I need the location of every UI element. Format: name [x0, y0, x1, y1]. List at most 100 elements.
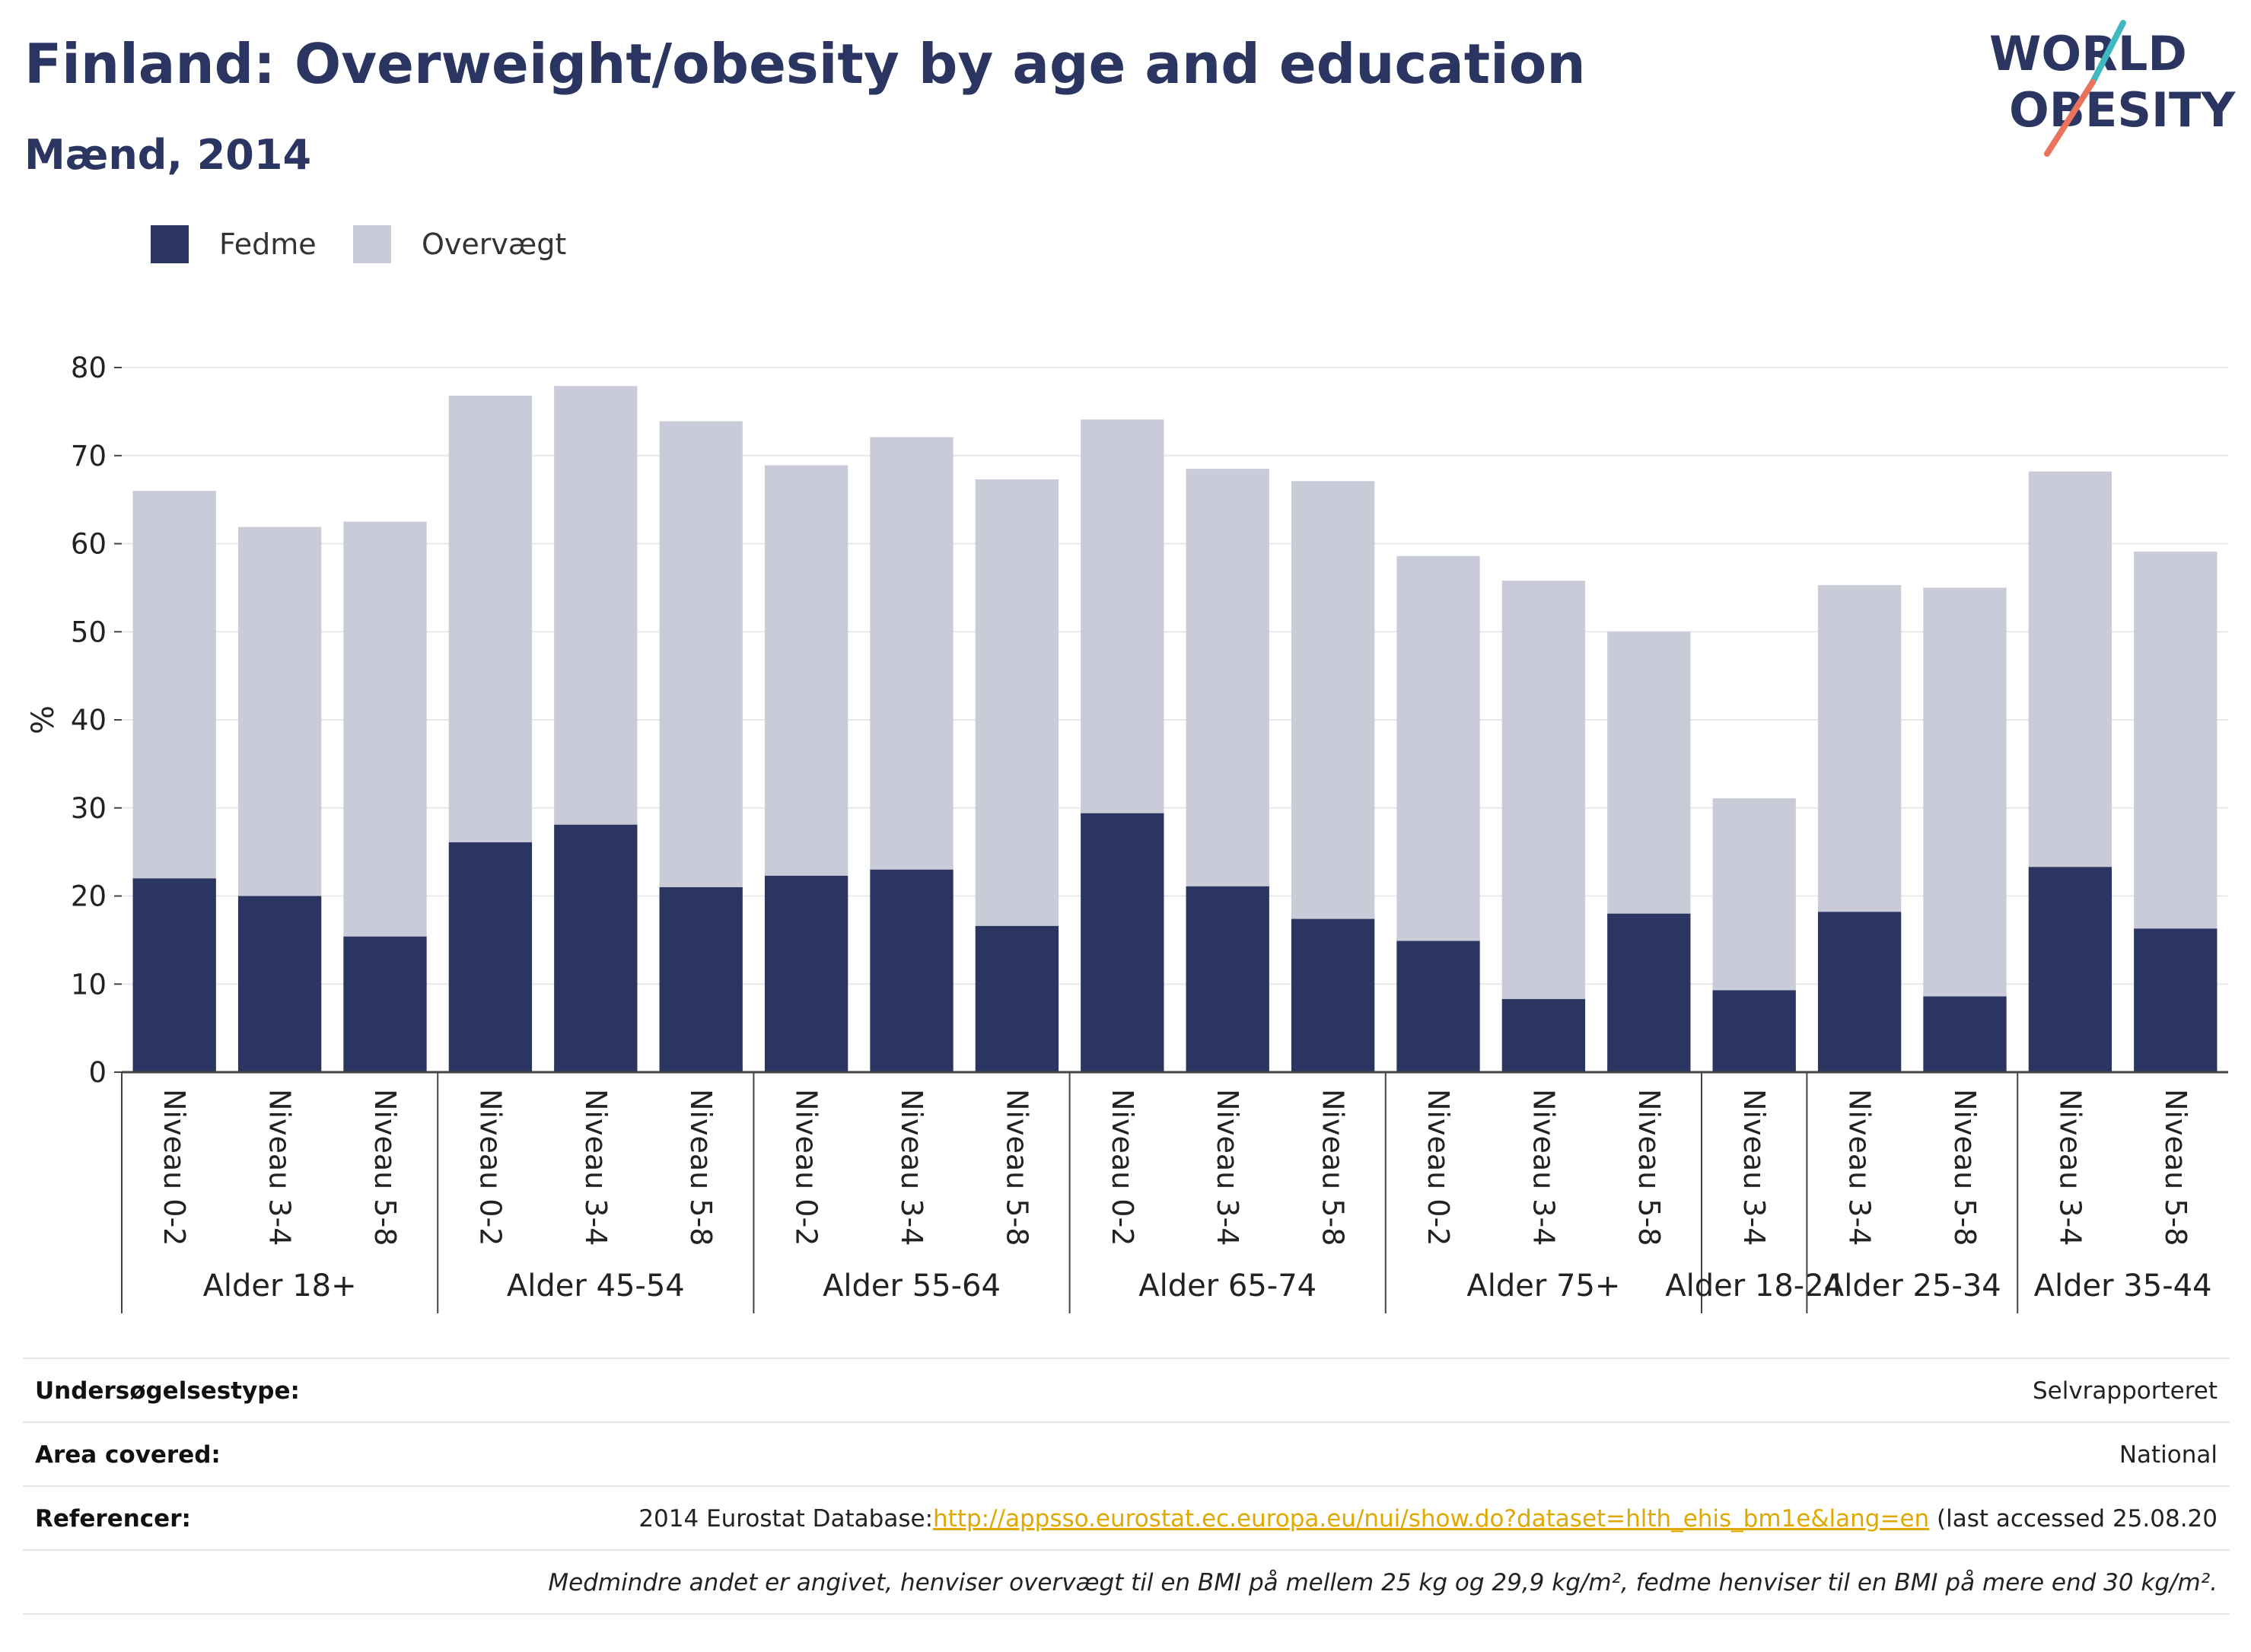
- info-value-survey-type: Selvrapporteret: [2032, 1377, 2218, 1405]
- y-axis-label: %: [26, 705, 61, 734]
- x-category-label: Niveau 5-8: [1317, 1089, 1350, 1246]
- bar-overvaegt: [1501, 581, 1586, 999]
- reference-suffix: (last accessed 25.08.20: [1929, 1505, 2218, 1533]
- bar-fedme: [1607, 913, 1691, 1072]
- legend-swatch-fedme: [151, 225, 189, 263]
- bar-fedme: [1923, 996, 2007, 1072]
- bar-overvaegt: [1291, 481, 1375, 919]
- logo-text-obesity: OBESITY: [2009, 82, 2236, 138]
- x-category-label: Niveau 3-4: [1843, 1089, 1877, 1246]
- x-category-label: Niveau 5-8: [1948, 1089, 1982, 1246]
- bar-fedme: [448, 842, 533, 1072]
- bar-overvaegt: [448, 396, 533, 842]
- x-category-label: Niveau 0-2: [1422, 1089, 1455, 1246]
- y-tick-label: 50: [71, 616, 107, 648]
- y-tick-label: 80: [71, 352, 107, 384]
- x-group-label: Alder 18+: [203, 1268, 357, 1303]
- legend-swatch-overvaegt: [353, 225, 391, 263]
- bar-overvaegt: [659, 421, 743, 887]
- info-key-survey-type: Undersøgelsestype:: [35, 1377, 300, 1405]
- bar-overvaegt: [975, 479, 1059, 926]
- y-tick-label: 10: [71, 968, 107, 1001]
- y-tick-label: 0: [88, 1056, 107, 1089]
- legend-item-fedme[interactable]: Fedme: [151, 225, 317, 263]
- x-group-label: Alder 25-34: [1823, 1268, 2001, 1303]
- y-tick-label: 70: [71, 440, 107, 473]
- bar-fedme: [659, 886, 743, 1072]
- bar-overvaegt: [554, 386, 638, 825]
- info-row-survey-type: Undersøgelsestype: Selvrapporteret: [23, 1358, 2230, 1421]
- reference-prefix: 2014 Eurostat Database:: [638, 1505, 934, 1533]
- bar-overvaegt: [1081, 419, 1164, 813]
- bar-overvaegt: [237, 527, 322, 896]
- x-category-label: Niveau 0-2: [158, 1089, 191, 1246]
- x-group-label: Alder 45-54: [507, 1268, 685, 1303]
- legend-label-fedme: Fedme: [219, 228, 317, 261]
- x-group-label: Alder 18-24: [1665, 1268, 1843, 1303]
- x-category-label: Niveau 3-4: [895, 1089, 928, 1246]
- info-value-references: 2014 Eurostat Database:http://appsso.eur…: [638, 1505, 2218, 1533]
- chart-title: Finland: Overweight/obesity by age and e…: [24, 32, 1586, 96]
- x-category-label: Niveau 3-4: [579, 1089, 613, 1246]
- bar-overvaegt: [870, 437, 954, 870]
- x-group-label: Alder 65-74: [1138, 1268, 1317, 1303]
- y-tick-label: 30: [71, 792, 107, 825]
- legend-item-overvaegt[interactable]: Overvægt: [353, 225, 566, 263]
- bar-overvaegt: [132, 491, 216, 879]
- bar-fedme: [1712, 990, 1796, 1072]
- y-tick-label: 40: [71, 704, 107, 737]
- x-category-label: Niveau 3-4: [263, 1089, 297, 1246]
- x-category-label: Niveau 0-2: [1106, 1089, 1139, 1246]
- info-row-footnote: Medmindre andet er angivet, henviser ove…: [23, 1549, 2230, 1615]
- bar-overvaegt: [764, 465, 849, 876]
- info-value-area-covered: National: [2119, 1441, 2218, 1469]
- bar-fedme: [764, 875, 849, 1072]
- y-tick-label: 60: [71, 528, 107, 561]
- bar-fedme: [2028, 867, 2113, 1072]
- bar-fedme: [1396, 941, 1480, 1072]
- bar-overvaegt: [1923, 587, 2007, 997]
- info-key-area-covered: Area covered:: [35, 1441, 221, 1469]
- footnote: Medmindre andet er angivet, henviser ove…: [548, 1569, 2218, 1596]
- y-tick-label: 20: [71, 880, 107, 913]
- logo-slash-teal: [2090, 20, 2126, 85]
- x-category-label: Niveau 3-4: [1211, 1089, 1244, 1246]
- legend-label-overvaegt: Overvægt: [422, 228, 567, 261]
- x-category-label: Niveau 5-8: [1632, 1089, 1666, 1246]
- x-category-label: Niveau 3-4: [1527, 1089, 1560, 1246]
- x-category-label: Niveau 5-8: [368, 1089, 402, 1246]
- bar-overvaegt: [2134, 551, 2218, 929]
- x-category-label: Niveau 5-8: [2159, 1089, 2192, 1246]
- info-row-references: Referencer: 2014 Eurostat Database:http:…: [23, 1485, 2230, 1549]
- x-category-label: Niveau 5-8: [684, 1089, 718, 1246]
- bar-fedme: [237, 896, 322, 1072]
- bar-overvaegt: [1607, 632, 1691, 914]
- bar-fedme: [1186, 886, 1269, 1072]
- bar-overvaegt: [1712, 798, 1796, 991]
- bar-fedme: [1501, 998, 1586, 1072]
- x-category-label: Niveau 3-4: [1737, 1089, 1771, 1246]
- bar-overvaegt: [2028, 471, 2113, 867]
- bar-fedme: [1817, 912, 1902, 1072]
- info-row-area-covered: Area covered: National: [23, 1421, 2230, 1485]
- chart-subtitle: Mænd, 2014: [24, 131, 312, 179]
- x-group-label: Alder 75+: [1466, 1268, 1620, 1303]
- bar-fedme: [870, 869, 954, 1072]
- reference-link[interactable]: http://appsso.eurostat.ec.europa.eu/nui/…: [933, 1505, 1930, 1533]
- bar-overvaegt: [1186, 469, 1269, 886]
- x-group-label: Alder 35-44: [2034, 1268, 2212, 1303]
- info-key-references: Referencer:: [35, 1505, 191, 1533]
- stacked-bar-chart: 0 10 20 30 40 50 60 70 80% Niveau 0-2 Niveau 3-4 Ni…: [26, 352, 2228, 1313]
- x-category-label: Niveau 5-8: [1000, 1089, 1033, 1246]
- world-obesity-logo: WORLD OBESITY: [1989, 20, 2236, 157]
- logo-slash-coral: [2044, 79, 2096, 157]
- x-group-label: Alder 55-64: [823, 1268, 1001, 1303]
- bar-fedme: [1081, 813, 1164, 1072]
- bar-fedme: [1291, 918, 1375, 1072]
- logo-text-world: WORLD: [1989, 26, 2187, 81]
- x-category-label: Niveau 0-2: [473, 1089, 507, 1246]
- bar-overvaegt: [343, 521, 427, 937]
- info-table: Undersøgelsestype: Selvrapporteret Area …: [23, 1358, 2230, 1615]
- bar-fedme: [554, 824, 638, 1072]
- bar-fedme: [975, 925, 1059, 1072]
